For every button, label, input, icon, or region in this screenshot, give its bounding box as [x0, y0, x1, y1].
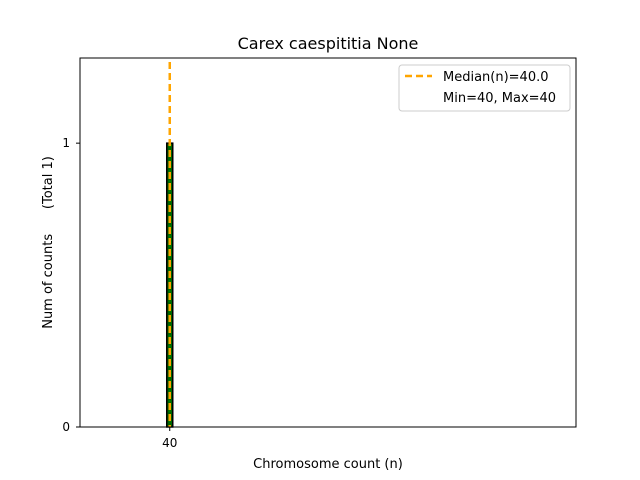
x-tick-label-40: 40	[162, 436, 177, 450]
legend-range-label: Min=40, Max=40	[443, 91, 556, 106]
legend-median-label: Median(n)=40.0	[443, 70, 549, 85]
axis-ticks: 40 0 1	[62, 136, 177, 450]
y-axis-label: Num of counts (Total 1)	[41, 156, 56, 329]
chart-title: Carex caespititia None	[238, 34, 419, 53]
x-axis-label: Chromosome count (n)	[253, 457, 403, 472]
y-tick-label-1: 1	[62, 136, 70, 150]
legend-box	[398, 64, 571, 112]
axes-frame	[79, 57, 577, 428]
legend: Median(n)=40.0 Min=40, Max=40	[398, 64, 571, 112]
y-tick-label-0: 0	[62, 420, 70, 434]
